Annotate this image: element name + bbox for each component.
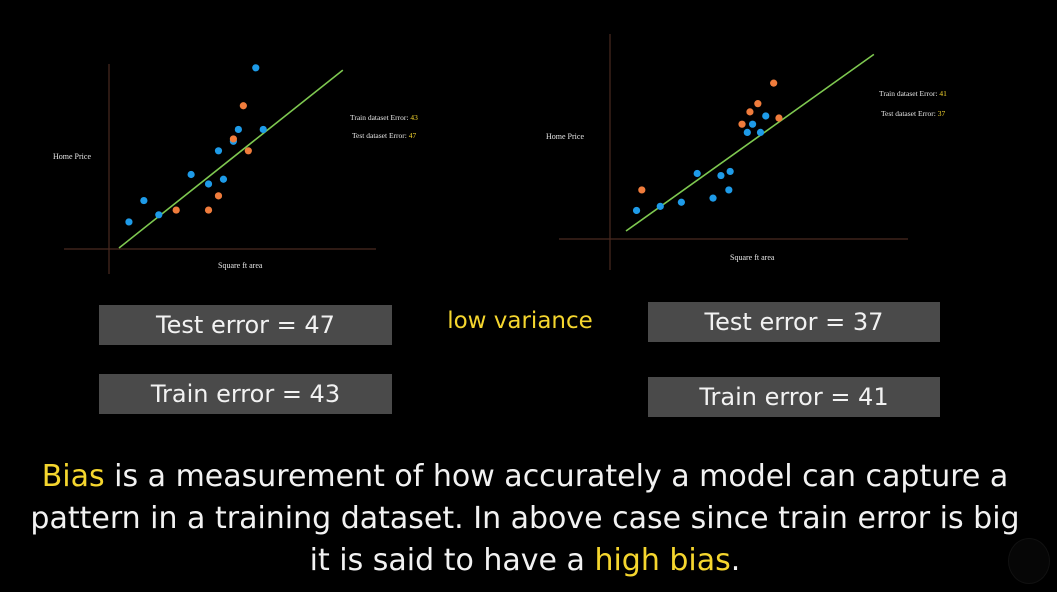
chart-1-point-orange: [204, 206, 213, 214]
chart-2-point-blue: [709, 194, 717, 202]
chart-1-point-blue: [140, 196, 148, 205]
chart-1-point-blue: [125, 218, 133, 226]
chart-2-point-blue: [632, 206, 641, 215]
chart-1-point-blue: [155, 211, 163, 219]
chart-1-fit-line: [118, 69, 344, 249]
chart-1-point-orange: [172, 206, 180, 214]
chart-1-point-blue: [214, 147, 223, 155]
chart-1-x-label: Square ft area: [218, 261, 263, 270]
chart-2-point-orange: [775, 114, 783, 122]
chart-2-point-blue: [717, 171, 725, 180]
chart-1-point-blue: [187, 170, 195, 179]
chart-1-points: [125, 64, 267, 226]
chart-1-y-label: Home Price: [53, 152, 91, 161]
chart-2-point-orange: [754, 100, 762, 108]
chart-2-point-orange: [638, 186, 646, 194]
chart-1-point-blue: [219, 175, 228, 183]
chart-2-point-orange: [770, 79, 778, 87]
bias-caption: Bias is a measurement of how accurately …: [20, 456, 1030, 582]
chart-2-point-blue: [677, 198, 685, 206]
chart-2-test-annotation: Test dataset Error: 37: [881, 109, 946, 118]
chart-2-train-annotation: Train dataset Error: 41: [879, 89, 947, 98]
chart-2-point-blue: [743, 128, 751, 137]
chart-2-point-blue: [725, 186, 733, 194]
chart-2-point-blue: [693, 169, 701, 178]
chart-1-point-blue: [234, 125, 242, 134]
chart-2-x-label: Square ft area: [730, 253, 775, 262]
chart-1-point-orange: [239, 102, 247, 110]
chart-1-test-annotation: Test dataset Error: 47: [352, 131, 417, 140]
chart-1-point-orange: [229, 135, 238, 143]
chart-2-point-blue: [656, 202, 664, 210]
chart-2-point-blue: [762, 112, 770, 120]
chart-2-point-blue: [748, 120, 757, 128]
chart-1-point-blue: [204, 180, 213, 188]
chart-1-point-orange: [244, 147, 252, 155]
chart-1: Home Price Square ft area Train dataset …: [53, 64, 418, 274]
left-train-error-box: Train error = 43: [99, 374, 392, 414]
low-variance-label: low variance: [447, 308, 593, 334]
chart-2-points: [632, 79, 783, 215]
caption-end: .: [730, 543, 741, 578]
chart-2-point-orange: [746, 108, 754, 116]
right-test-error-box: Test error = 37: [648, 302, 940, 342]
chart-1-train-annotation: Train dataset Error: 43: [350, 113, 418, 122]
left-test-error-box: Test error = 47: [99, 305, 392, 345]
bias-word: Bias: [41, 459, 105, 494]
chart-2-y-label: Home Price: [546, 132, 584, 141]
chart-1-point-blue: [259, 125, 267, 134]
chart-2-fit-line: [625, 53, 875, 232]
chart-1-point-blue: [252, 64, 260, 72]
caption-text: is a measurement of how accurately a mod…: [30, 459, 1020, 578]
chart-2-point-blue: [726, 167, 734, 176]
high-bias-highlight: high bias: [594, 543, 731, 578]
corner-logo-icon: [1008, 538, 1050, 584]
chart-1-point-orange: [214, 192, 223, 200]
charts-canvas: Home Price Square ft area Train dataset …: [53, 34, 947, 274]
chart-2-point-blue: [756, 128, 765, 137]
right-train-error-box: Train error = 41: [648, 377, 940, 417]
chart-2-point-orange: [738, 120, 746, 128]
chart-2: Home Price Square ft area Train dataset …: [546, 34, 947, 270]
